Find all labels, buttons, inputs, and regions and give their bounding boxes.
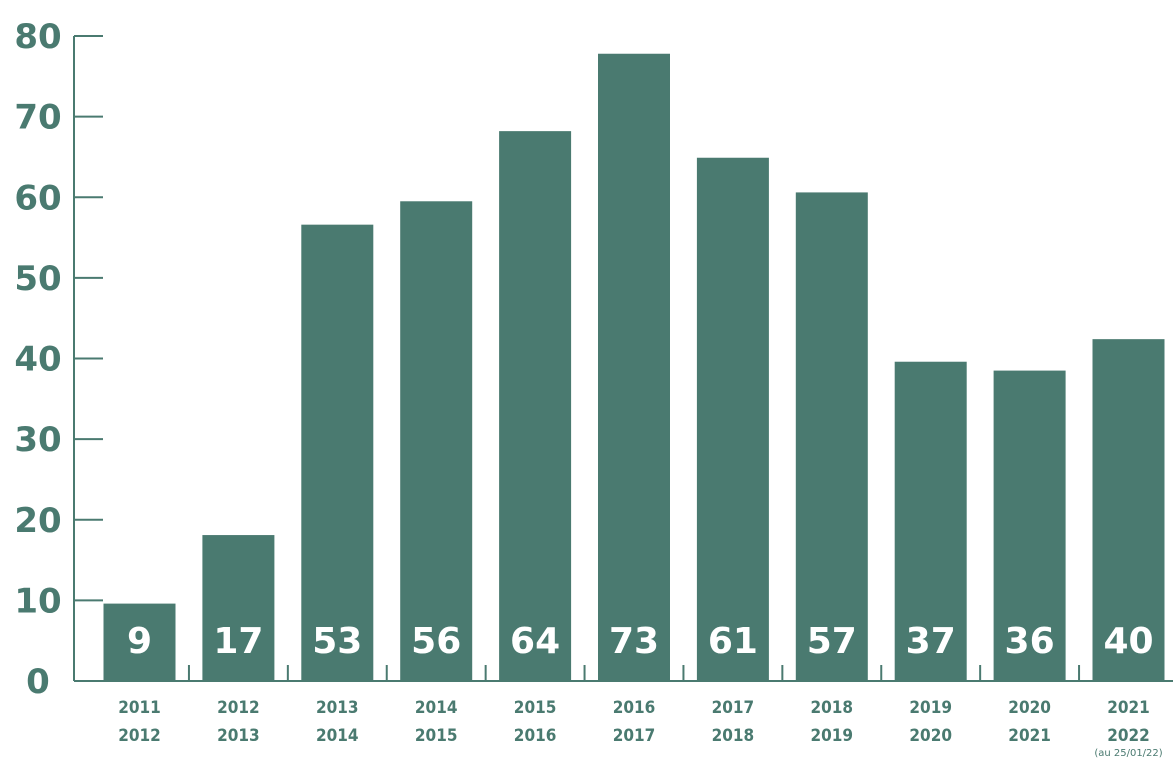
x-tick-note: (au 25/01/22) bbox=[1094, 748, 1162, 759]
y-tick-label: 10 bbox=[14, 581, 61, 621]
x-tick-label: 2019 bbox=[811, 726, 854, 746]
bar-9 bbox=[993, 370, 1066, 681]
data-label: 40 bbox=[1103, 621, 1153, 662]
axes-group bbox=[73, 35, 1173, 682]
x-tick-label: 2020 bbox=[1008, 698, 1051, 718]
x-tick-label: 2015 bbox=[415, 726, 458, 746]
y-tick-label: 70 bbox=[14, 98, 61, 138]
x-tick-label: 2012 bbox=[217, 698, 260, 718]
bar-4 bbox=[499, 131, 572, 681]
bar-6 bbox=[696, 157, 769, 681]
x-tick-label: 2017 bbox=[613, 726, 656, 746]
data-label: 64 bbox=[510, 621, 560, 662]
x-tick-label: 2013 bbox=[316, 698, 359, 718]
bar-10 bbox=[1092, 339, 1165, 681]
data-label: 17 bbox=[213, 621, 263, 662]
data-label: 53 bbox=[312, 621, 362, 662]
bars-group bbox=[103, 53, 1165, 682]
x-tick-label: 2022 bbox=[1107, 726, 1150, 746]
x-tick-label: 2021 bbox=[1107, 698, 1150, 718]
x-tick-label: 2014 bbox=[415, 698, 458, 718]
x-tick-label: 2021 bbox=[1008, 726, 1051, 746]
data-label: 61 bbox=[708, 621, 758, 662]
x-tick-label: 2018 bbox=[712, 726, 755, 746]
x-tick-label: 2016 bbox=[514, 726, 557, 746]
x-tick-label: 2020 bbox=[909, 726, 952, 746]
x-tick-label: 2015 bbox=[514, 698, 557, 718]
x-tick-labels: 2011 2012 2012 2013 2013 2014 2014 2015 2015 2016… bbox=[118, 698, 1163, 759]
x-tick-label: 2012 bbox=[118, 726, 161, 746]
x-tick-label: 2017 bbox=[712, 698, 755, 718]
y-tick-label: 60 bbox=[14, 178, 61, 218]
value-labels: 9 17 53 56 64 73 61 57 37 36 40 bbox=[127, 621, 1154, 662]
y-tick-label: 0 bbox=[26, 662, 50, 702]
y-tick-label: 30 bbox=[14, 420, 61, 460]
data-label: 56 bbox=[411, 621, 461, 662]
data-label: 57 bbox=[807, 621, 857, 662]
bar-0 bbox=[103, 603, 176, 681]
data-label: 73 bbox=[609, 621, 659, 662]
bar-2 bbox=[301, 224, 374, 681]
y-tick-label: 50 bbox=[14, 259, 61, 299]
x-tick-label: 2016 bbox=[613, 698, 656, 718]
data-label: 36 bbox=[1005, 621, 1055, 662]
x-tick-label: 2019 bbox=[909, 698, 952, 718]
bar-1 bbox=[202, 535, 275, 681]
x-tick-label: 2018 bbox=[811, 698, 854, 718]
x-tick-label: 2011 bbox=[118, 698, 161, 718]
x-tick-label: 2014 bbox=[316, 726, 359, 746]
x-tick-label: 2013 bbox=[217, 726, 260, 746]
bar-3 bbox=[400, 201, 473, 681]
bar-7 bbox=[795, 192, 868, 681]
y-tick-label: 80 bbox=[14, 17, 61, 57]
y-tick-label: 40 bbox=[14, 340, 61, 380]
data-label: 9 bbox=[127, 621, 152, 662]
y-tick-label: 20 bbox=[14, 501, 61, 541]
data-label: 37 bbox=[906, 621, 956, 662]
bar-5 bbox=[598, 53, 670, 682]
bar-8 bbox=[894, 361, 967, 681]
y-tick-labels: 0 10 20 30 40 50 60 70 80 bbox=[14, 17, 61, 702]
